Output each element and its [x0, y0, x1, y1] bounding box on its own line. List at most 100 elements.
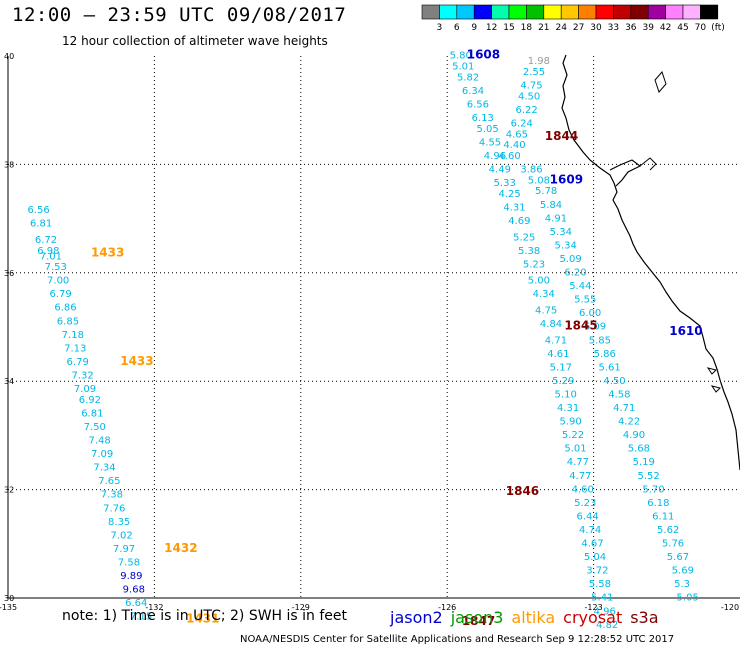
legend-unit: (ft)	[711, 23, 725, 33]
wave-height-value: 4.77	[569, 471, 591, 482]
legend-swatch	[647, 4, 666, 20]
legend-tick-label: 18	[521, 23, 533, 33]
wave-height-value: 4.71	[613, 403, 635, 414]
pass-time-labels: 1433 1433 1432 1431 1608 1844 1609 1845 1610 1846…	[91, 48, 703, 628]
wave-height-value: 5.08	[528, 175, 550, 186]
coastline	[561, 54, 740, 471]
wave-height-value: 4.96	[594, 606, 616, 617]
mission-jason3: jason3	[450, 608, 504, 627]
legend-swatch	[578, 4, 597, 20]
wave-height-value: 4.67	[581, 539, 603, 550]
wave-height-value: 5.78	[535, 186, 557, 197]
wave-height-value: 3.72	[586, 566, 608, 577]
wave-height-value: 4.77	[567, 457, 589, 468]
pass-time-label: 1610	[669, 324, 702, 338]
wave-height-value: 5.80	[450, 51, 472, 62]
wave-height-value: 4.71	[545, 335, 567, 346]
latitude-label: 34	[4, 377, 14, 386]
pass-time-label: 1847	[462, 614, 495, 628]
wave-height-value: 7.76	[103, 503, 125, 514]
wave-height-value: 5.05	[677, 593, 699, 604]
legend-swatch	[421, 4, 440, 20]
wave-height-value: 6.00	[579, 308, 601, 319]
wave-height-value: 5.41	[591, 593, 613, 604]
color-legend: 3 6 9 12 15 18 21 24 27 30 33 36 39 42 45 70 (ft)	[421, 4, 725, 33]
longitude-label: -123	[585, 603, 603, 612]
wave-height-value: 5.55	[574, 295, 596, 306]
wave-height-value: 5.10	[555, 389, 577, 400]
legend-swatch	[508, 4, 527, 20]
wave-height-value: 5.01	[564, 444, 586, 455]
wave-height-value: 7.00	[47, 276, 69, 287]
wave-height-value: 6.24	[511, 118, 533, 129]
wave-height-value: 8.35	[108, 517, 130, 528]
wave-height-value: 5.29	[552, 376, 574, 387]
map-title: 12:00 – 23:59 UTC 09/08/2017	[12, 4, 347, 26]
wave-height-value: 5.61	[598, 362, 620, 373]
wave-height-value: 4.91	[545, 213, 567, 224]
wave-height-value: 7.38	[101, 490, 123, 501]
wave-height-value: 6.20	[564, 268, 586, 279]
latitude-label: 30	[4, 594, 14, 603]
delta-outline	[639, 157, 657, 171]
legend-tick-label: 15	[503, 23, 514, 33]
wave-height-value: 5.76	[662, 539, 684, 550]
wave-height-value: 7.09	[74, 384, 96, 395]
axis-labels: 40 38 36 34 32 30-135 -132 -129 -126 -123 -120	[0, 52, 739, 612]
wave-height-value: 4.60	[572, 484, 594, 495]
wave-height-value: 5.04	[584, 552, 606, 563]
wave-height-value: 5.22	[562, 430, 584, 441]
wave-height-value: 3.86	[520, 165, 542, 176]
mission-altika: altika	[511, 608, 556, 627]
wave-height-value: 6.09	[584, 322, 606, 333]
mission-cryosat: cryosat	[563, 608, 623, 627]
wave-height-value: 4.50	[518, 91, 540, 102]
wave-height-value: 5.05	[476, 124, 498, 135]
wave-height-value: 6.85	[57, 316, 79, 327]
wave-height-value: 5.68	[628, 444, 650, 455]
wave-height-value: 6.44	[577, 511, 599, 522]
lake-outline	[654, 71, 667, 93]
wave-height-value: 4.60	[498, 151, 520, 162]
pass-time-label: 1609	[550, 172, 583, 186]
legend-tick-label: 24	[555, 23, 567, 33]
mission-jason2: jason2	[390, 608, 443, 627]
longitude-label: -120	[721, 603, 739, 612]
legend-tick-label: 12	[486, 23, 497, 33]
wave-height-value: 5.33	[494, 178, 516, 189]
legend-tick-label: 70	[695, 23, 707, 33]
wave-height-value: 4.75	[520, 81, 542, 92]
latitude-label: 38	[4, 160, 14, 169]
longitude-label: -129	[292, 603, 310, 612]
pass-time-label: 1433	[91, 246, 124, 260]
wave-height-value: 4.61	[547, 349, 569, 360]
legend-tick-label: 9	[471, 23, 477, 33]
wave-height-value: 4.84	[540, 319, 562, 330]
wave-height-value: 4.90	[623, 430, 645, 441]
wave-height-value: 6.64	[125, 598, 147, 609]
wave-height-value: 7.34	[93, 463, 115, 474]
map-frame	[7, 56, 740, 599]
wave-height-value: 7.15	[130, 612, 152, 623]
legend-swatch	[595, 4, 614, 20]
wave-height-value: 5.85	[589, 335, 611, 346]
wave-height-value: 7.01	[40, 251, 62, 262]
wave-height-value: 5.23	[574, 498, 596, 509]
wave-height-value: 5.01	[452, 62, 474, 73]
wave-height-value: 9.68	[123, 585, 145, 596]
pass-time-label: 1432	[164, 541, 197, 555]
wave-height-value: 7.32	[71, 370, 93, 381]
wave-height-value: 5.69	[672, 566, 694, 577]
legend-tick-label: 3	[437, 23, 443, 33]
track-coastal-descending: 1.982.554.754.506.226.244.654.404.603.86…	[498, 56, 698, 604]
legend-swatch	[439, 4, 458, 20]
channel-island-1	[706, 367, 717, 375]
legend-tick-label: 33	[608, 23, 619, 33]
legend-tick-label: 27	[573, 23, 584, 33]
wave-height-value: 6.56	[28, 205, 50, 216]
wave-height-value: 5.25	[513, 232, 535, 243]
wave-height-value: 4.75	[535, 305, 557, 316]
legend-swatch	[613, 4, 632, 20]
longitude-label: -132	[145, 603, 163, 612]
wave-height-value: 5.86	[594, 349, 616, 360]
